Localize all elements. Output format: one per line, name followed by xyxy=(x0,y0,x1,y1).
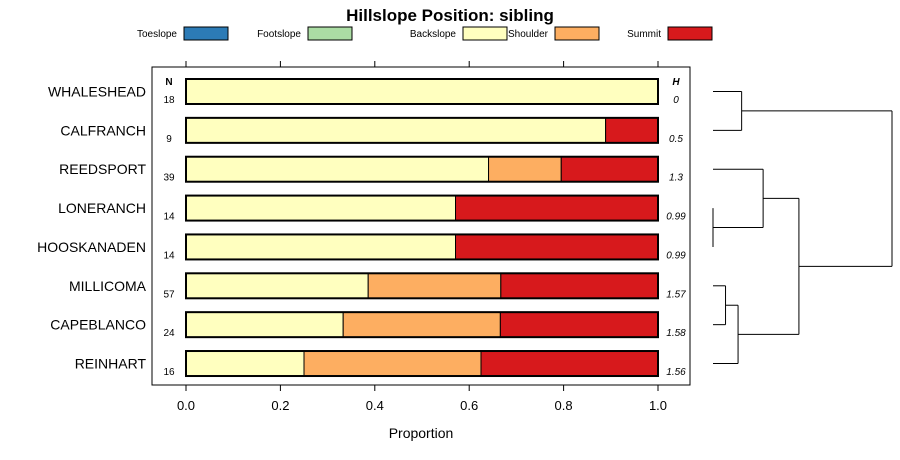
legend-swatch xyxy=(554,26,600,41)
chart-title: Hillslope Position: sibling xyxy=(346,6,554,25)
row-n-value: 14 xyxy=(163,212,175,223)
x-axis: 0.0 0.2 0.4 0.6 0.8 1.0 xyxy=(177,61,667,413)
legend-swatch xyxy=(667,26,713,41)
bar-outline xyxy=(185,194,659,222)
row-label: CAPEBLANCO xyxy=(50,317,146,333)
legend-label: Toeslope xyxy=(137,29,177,40)
bar-segment xyxy=(560,156,659,183)
plot-frame xyxy=(151,66,691,386)
bar-outline xyxy=(185,116,659,144)
bar-segment xyxy=(342,311,501,338)
bar-segment xyxy=(185,233,457,260)
row-h-value: 1.56 xyxy=(666,367,686,378)
bar-outline xyxy=(185,155,659,183)
bar-segment xyxy=(500,272,659,299)
bar-segment xyxy=(185,350,305,377)
x-tick-label: 0.6 xyxy=(460,398,478,413)
bar-segment xyxy=(367,272,502,299)
row-h-value: 0.99 xyxy=(666,212,686,223)
x-tick-label: 1.0 xyxy=(649,398,667,413)
row-n-value: 24 xyxy=(163,328,175,339)
bar-segment xyxy=(455,195,659,222)
row-label: MILLICOMA xyxy=(69,278,147,294)
bar-segment xyxy=(480,350,659,377)
dendrogram xyxy=(712,91,893,365)
bar-outline xyxy=(185,233,659,261)
h-header: H xyxy=(672,77,680,88)
row-n-value: 9 xyxy=(166,134,172,145)
bar-segment xyxy=(185,195,457,222)
row-label: WHALESHEAD xyxy=(48,84,146,100)
bar-segment xyxy=(185,311,344,338)
bar-outline xyxy=(185,272,659,300)
legend-label: Backslope xyxy=(410,29,457,40)
row-n-value: 18 xyxy=(163,95,175,106)
legend-swatch xyxy=(462,26,508,41)
row-h-value: 0 xyxy=(673,95,679,106)
row-h-value: 1.58 xyxy=(666,328,686,339)
row-label: LONERANCH xyxy=(58,200,146,216)
x-tick-label: 0.2 xyxy=(271,398,289,413)
x-axis-label: Proportion xyxy=(389,425,454,441)
bar-segment xyxy=(185,78,659,105)
bar-segment xyxy=(499,311,659,338)
legend: Toeslope Footslope Backslope Shoulder Summit xyxy=(137,26,713,41)
x-tick-label: 0.0 xyxy=(177,398,195,413)
x-tick-label: 0.8 xyxy=(555,398,573,413)
bar-rows: WHALESHEAD 18 0 CALFRANCH 9 0.5 REEDSPORT 39 1.3… xyxy=(37,78,686,378)
x-tick-label: 0.4 xyxy=(366,398,384,413)
bar-segment xyxy=(185,117,607,144)
row-label: HOOSKANADEN xyxy=(37,239,146,255)
bar-outline xyxy=(185,311,659,339)
row-n-value: 57 xyxy=(163,289,175,300)
row-label: REEDSPORT xyxy=(59,161,146,177)
bar-segment xyxy=(185,272,369,299)
bar-segment xyxy=(488,156,562,183)
bar-outline xyxy=(185,78,659,105)
row-n-value: 16 xyxy=(163,367,175,378)
bar-segment xyxy=(605,117,659,144)
legend-label: Footslope xyxy=(257,29,301,40)
row-n-value: 14 xyxy=(163,250,175,261)
legend-swatch xyxy=(183,26,229,41)
row-h-value: 1.3 xyxy=(669,173,683,184)
legend-swatch xyxy=(307,26,353,41)
bar-segment xyxy=(303,350,482,377)
legend-label: Summit xyxy=(627,29,661,40)
row-h-value: 1.57 xyxy=(666,289,686,300)
row-h-value: 0.99 xyxy=(666,250,686,261)
row-n-value: 39 xyxy=(163,173,175,184)
bar-segment xyxy=(185,156,490,183)
row-label: REINHART xyxy=(75,356,147,372)
bar-outline xyxy=(185,350,659,378)
bar-segment xyxy=(455,233,659,260)
legend-label: Shoulder xyxy=(508,29,549,40)
row-h-value: 0.5 xyxy=(669,134,683,145)
row-label: CALFRANCH xyxy=(60,122,146,138)
n-header: N xyxy=(165,77,172,88)
